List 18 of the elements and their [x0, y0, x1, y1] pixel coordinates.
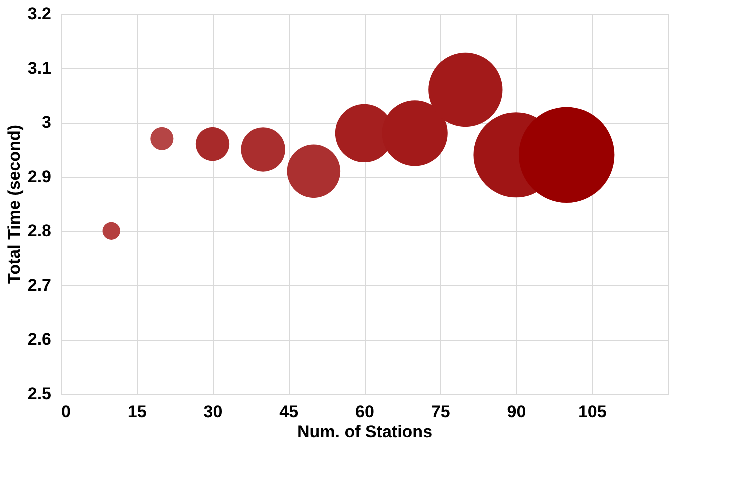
x-tick-label: 105	[578, 402, 607, 422]
y-tick-label: 2.7	[28, 276, 52, 295]
y-tick-label: 3	[42, 113, 52, 132]
x-tick-label: 0	[62, 402, 71, 422]
y-tick-label: 3.2	[28, 4, 52, 24]
y-tick-label: 2.6	[28, 330, 52, 350]
y-axis-title: Total Time (second)	[4, 124, 24, 284]
y-tick-label: 2.8	[28, 222, 52, 241]
x-tick-label: 90	[507, 402, 526, 422]
x-tick-label: 75	[431, 402, 450, 422]
x-tick-label: 30	[204, 402, 223, 422]
x-axis-title: Num. of Stations	[297, 422, 433, 442]
x-tick-label: 60	[356, 402, 374, 422]
y-tick-label: 2.5	[28, 384, 52, 404]
y-tick-label: 3.1	[28, 58, 52, 78]
y-tick-label: 2.9	[28, 167, 52, 186]
x-tick-label: 15	[128, 402, 147, 422]
x-tick-label: 45	[280, 402, 299, 422]
